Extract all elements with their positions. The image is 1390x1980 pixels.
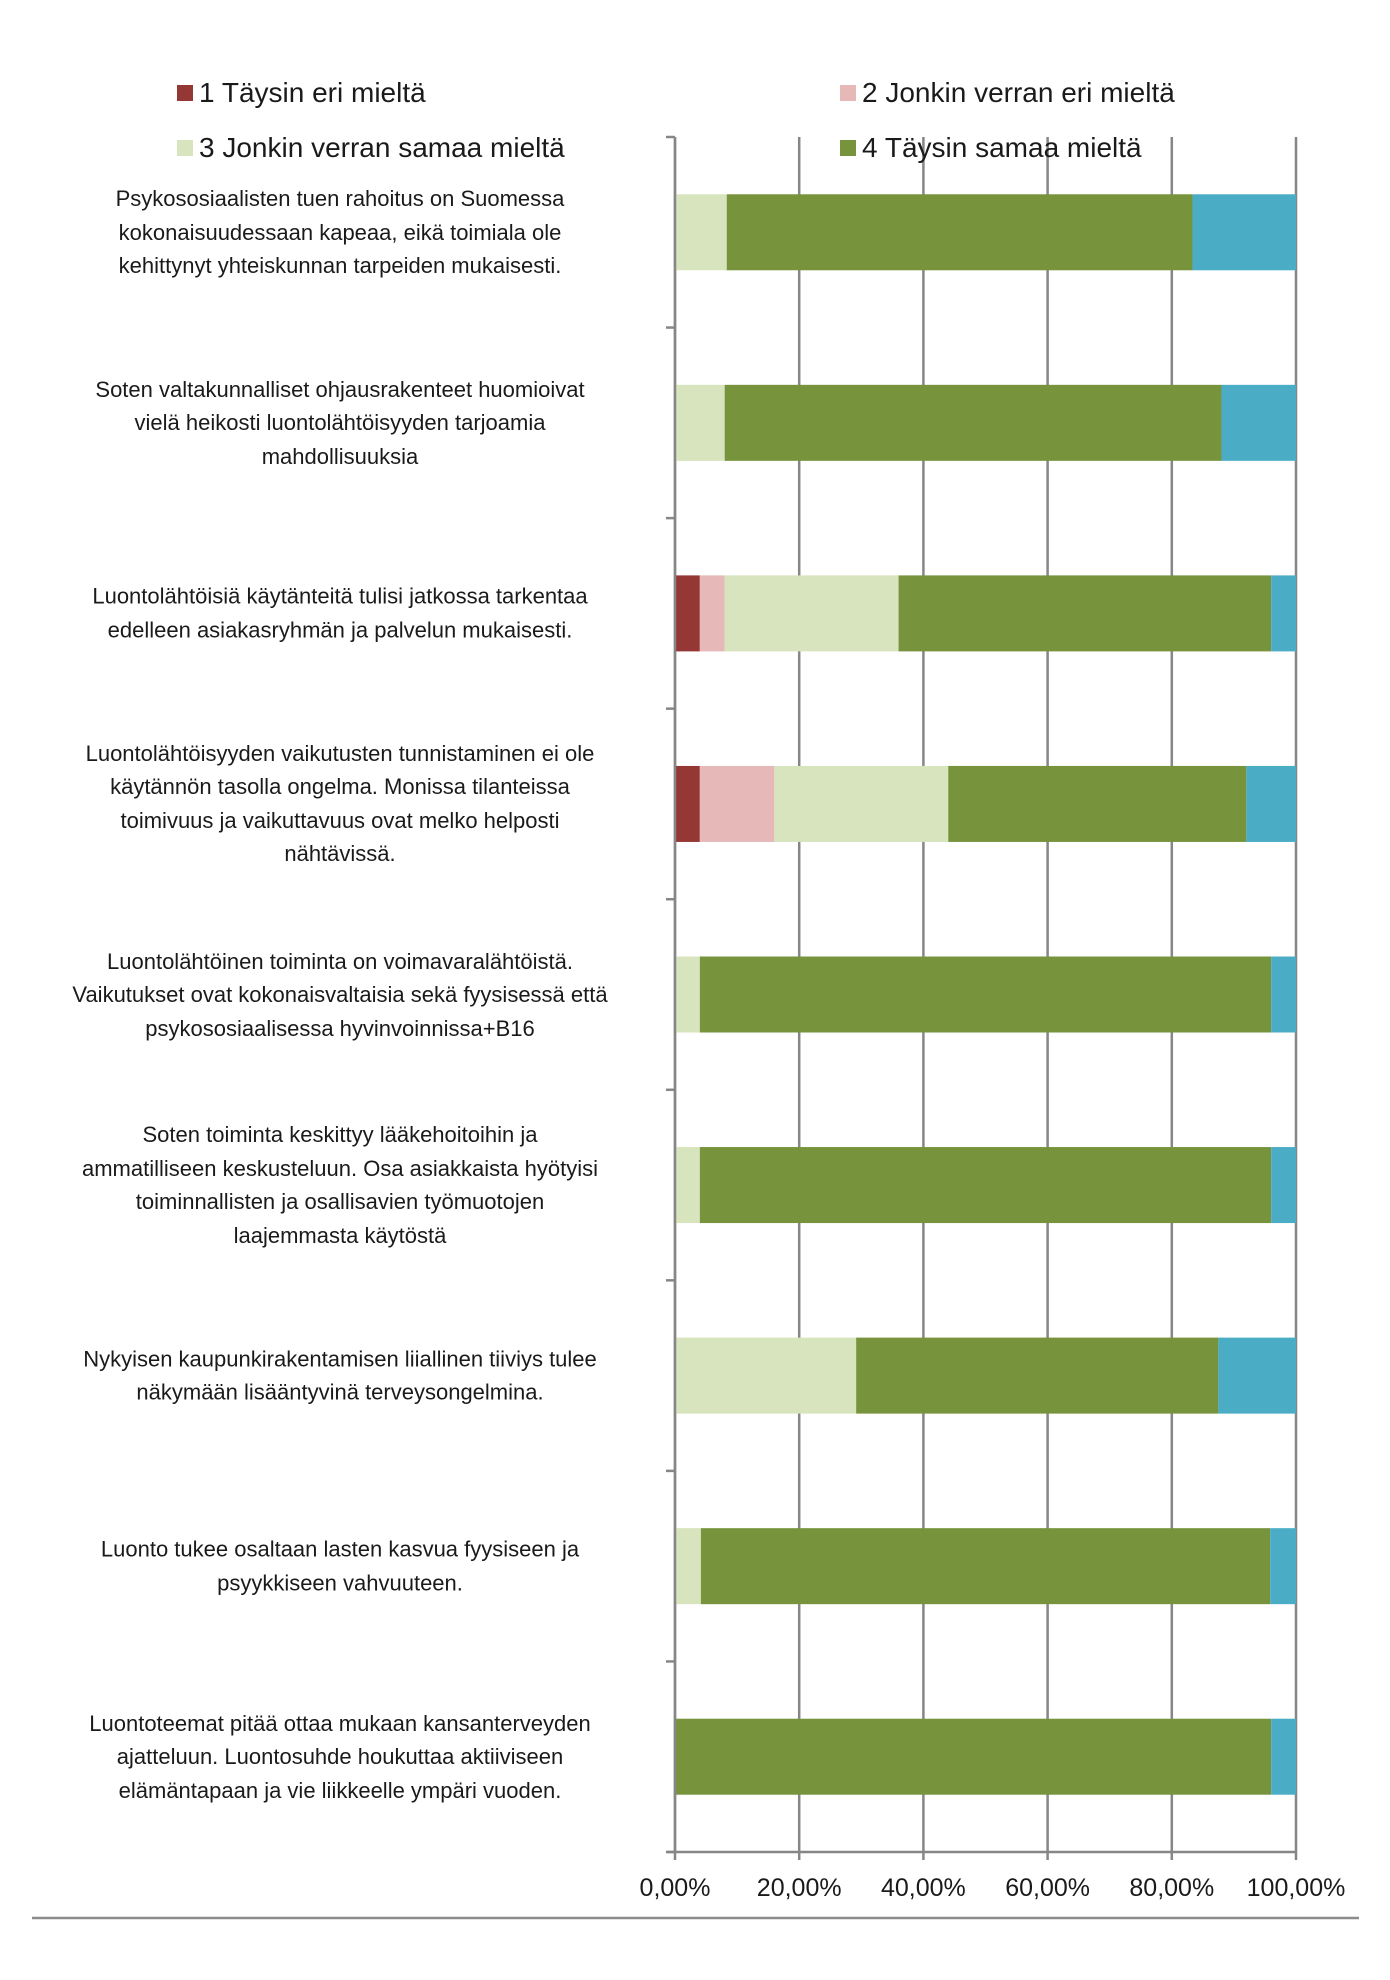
category-label: Nykyisen kaupunkirakentamisen liiallinen…	[83, 1346, 597, 1405]
legend-label: 1 Täysin eri mieltä	[199, 77, 426, 108]
legend-label: 3 Jonkin verran samaa mieltä	[199, 132, 565, 163]
x-tick-label: 20,00%	[756, 1874, 842, 1902]
bar-segment-series-5	[1271, 1718, 1296, 1795]
x-tick-label: 60,00%	[1005, 1874, 1090, 1902]
category-label: Luontolähtöinen toiminta on voimavaraläh…	[72, 948, 608, 1041]
category-label: Luonto tukee osaltaan lasten kasvua fyys…	[100, 1536, 580, 1596]
legend-label: 2 Jonkin verran eri mieltä	[862, 77, 1175, 108]
bar-segment-series-3	[675, 1337, 857, 1414]
legend-item: 3 Jonkin verran samaa mieltä	[177, 132, 565, 164]
bar-segment-series-3	[675, 384, 725, 461]
bar-segment-series-5	[1246, 765, 1296, 842]
bar-segment-series-4	[700, 1528, 1271, 1605]
x-tick-label: 0,00%	[639, 1874, 711, 1902]
bar-segment-series-4	[724, 384, 1222, 461]
bar-segment-series-3	[724, 575, 899, 652]
category-label: Luontolähtöisyyden vaikutusten tunnistam…	[85, 740, 595, 867]
bar-segment-series-3	[675, 956, 700, 1033]
bar-segment-series-5	[1271, 575, 1296, 652]
bar-segment-series-5	[1192, 194, 1296, 271]
bar-segment-series-1	[675, 575, 700, 652]
bar-segment-series-2	[699, 765, 775, 842]
bar-segment-series-3	[675, 1147, 700, 1224]
x-tick-label: 40,00%	[880, 1874, 966, 1902]
legend-item: 4 Täysin samaa mieltä	[840, 132, 1142, 164]
bar-segment-series-4	[699, 1147, 1272, 1224]
legend-swatch	[840, 85, 856, 101]
legend-item: 1 Täysin eri mieltä	[177, 77, 426, 109]
legend-label: 4 Täysin samaa mieltä	[862, 132, 1142, 163]
bar-segment-series-5	[1221, 384, 1296, 461]
legend-swatch	[840, 140, 856, 156]
bar-segment-series-4	[898, 575, 1272, 652]
legend-item: 2 Jonkin verran eri mieltä	[840, 77, 1175, 109]
legend-swatch	[177, 140, 193, 156]
bar-segment-series-4	[726, 194, 1193, 271]
category-label: Luontoteemat pitää ottaa mukaan kansante…	[89, 1710, 591, 1803]
x-tick-label: 80,00%	[1129, 1874, 1215, 1902]
bar-segment-series-4	[856, 1337, 1219, 1414]
bar-segment-series-5	[1271, 1147, 1296, 1224]
bar-segment-series-4	[699, 956, 1272, 1033]
bar-segment-series-3	[675, 1528, 701, 1605]
category-label: Soten valtakunnalliset ohjausrakenteet h…	[95, 376, 585, 469]
bar-segment-series-3	[774, 765, 949, 842]
bar-segment-series-4	[948, 765, 1247, 842]
category-label: Psykososiaalisten tuen rahoitus on Suome…	[115, 186, 565, 279]
bar-segment-series-5	[1271, 956, 1296, 1033]
bar-segment-series-5	[1218, 1337, 1296, 1414]
category-label: Soten toiminta keskittyy lääkehoitoihin …	[81, 1122, 598, 1248]
category-label: Luontolähtöisiä käytänteitä tulisi jatko…	[92, 583, 588, 643]
bar-segment-series-1	[675, 765, 700, 842]
bar-segment-series-2	[699, 575, 725, 652]
x-tick-label: 100,00%	[1246, 1874, 1346, 1902]
bar-segment-series-4	[675, 1718, 1272, 1795]
bar-segment-series-3	[675, 194, 727, 271]
legend-swatch	[177, 85, 193, 101]
bar-segment-series-5	[1270, 1528, 1297, 1605]
